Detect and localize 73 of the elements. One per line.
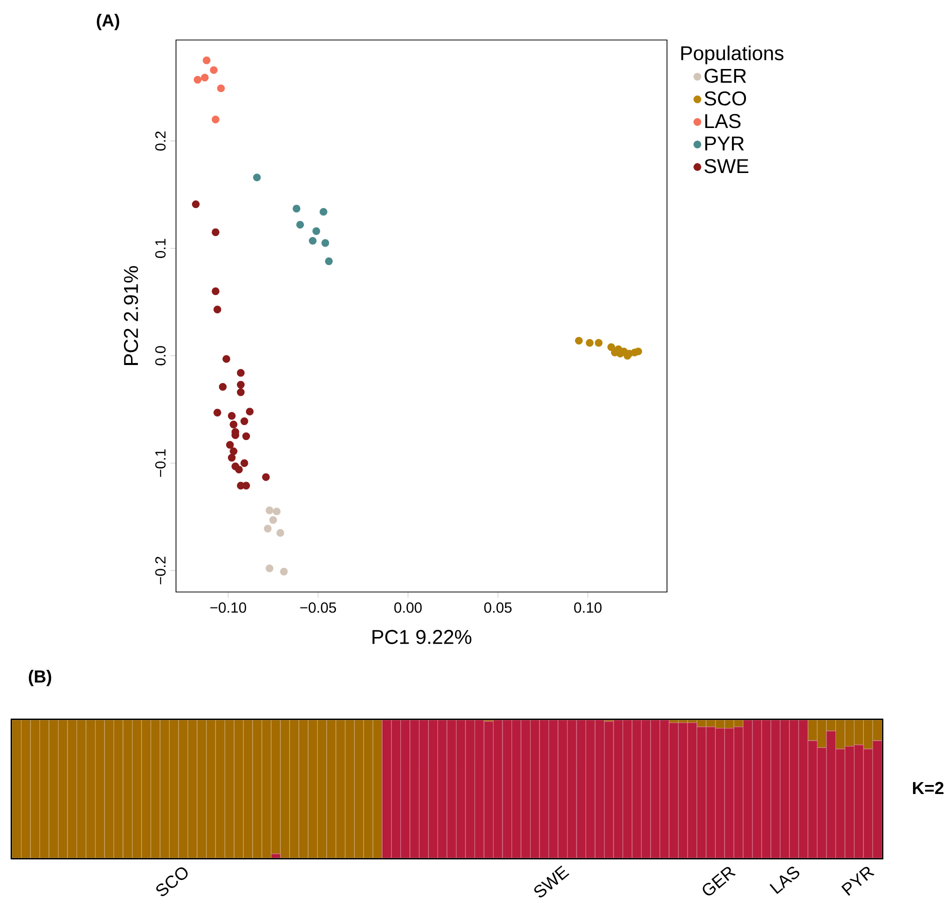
point bbox=[594, 338, 603, 347]
point bbox=[222, 355, 230, 363]
point bbox=[269, 516, 277, 524]
point bbox=[228, 412, 236, 420]
point bbox=[214, 408, 222, 417]
x-tick-label: GER bbox=[702, 866, 736, 896]
x-axis-title: PC1 9.22% bbox=[372, 630, 472, 644]
point bbox=[218, 383, 227, 391]
y-tick-label: −0.1 bbox=[155, 449, 166, 477]
point bbox=[217, 84, 225, 92]
point bbox=[325, 257, 333, 266]
point bbox=[262, 473, 270, 481]
legend-label: SCO bbox=[704, 91, 746, 106]
point bbox=[272, 508, 281, 516]
bar bbox=[270, 854, 281, 858]
point bbox=[320, 208, 328, 216]
point bbox=[235, 466, 243, 474]
point bbox=[253, 174, 261, 182]
point bbox=[607, 343, 616, 351]
chart-title: (B) bbox=[28, 670, 52, 686]
point bbox=[296, 220, 304, 229]
chart-title: (A) bbox=[96, 14, 120, 30]
point bbox=[308, 236, 317, 245]
point bbox=[236, 369, 245, 377]
point bbox=[292, 204, 300, 212]
point bbox=[264, 524, 272, 532]
point bbox=[236, 388, 245, 396]
x-tick-label: −0.05 bbox=[300, 602, 336, 613]
point bbox=[276, 529, 284, 537]
point bbox=[214, 306, 222, 314]
point bbox=[230, 420, 238, 428]
point bbox=[321, 239, 330, 247]
point bbox=[228, 454, 236, 462]
legend-label: GER bbox=[704, 68, 746, 83]
x-tick-label: 0.10 bbox=[574, 602, 602, 613]
y-tick-label: 0.2 bbox=[155, 131, 166, 151]
point bbox=[236, 380, 245, 389]
point bbox=[200, 74, 209, 82]
point bbox=[280, 568, 288, 576]
legend-label: PYR bbox=[705, 136, 744, 150]
point bbox=[240, 417, 248, 426]
point bbox=[242, 482, 250, 490]
point bbox=[266, 564, 274, 572]
point bbox=[230, 447, 238, 456]
text: K=2 bbox=[913, 782, 944, 794]
point bbox=[266, 506, 274, 514]
x-tick-label: PYR bbox=[841, 866, 875, 896]
point bbox=[202, 56, 210, 64]
point bbox=[586, 338, 594, 347]
legend-title: Populations bbox=[681, 46, 784, 64]
x-tick-label: 0.05 bbox=[484, 602, 512, 613]
point bbox=[575, 336, 583, 345]
point bbox=[634, 348, 642, 356]
point bbox=[312, 227, 320, 236]
legend-label: SWE bbox=[704, 159, 748, 174]
y-tick-label: 0.1 bbox=[155, 238, 166, 258]
x-tick-label: 0.00 bbox=[394, 602, 422, 613]
point bbox=[212, 116, 220, 124]
x-tick-label: LAS bbox=[770, 866, 800, 894]
point bbox=[212, 228, 220, 236]
point bbox=[246, 408, 254, 416]
y-axis-title: PC2 2.91% bbox=[124, 266, 138, 365]
y-tick-label: −0.2 bbox=[155, 556, 166, 584]
point bbox=[192, 200, 200, 208]
point bbox=[242, 432, 250, 440]
legend-label: LAS bbox=[705, 114, 741, 128]
x-tick-label: −0.10 bbox=[210, 602, 246, 613]
point bbox=[226, 440, 234, 449]
point bbox=[210, 66, 218, 74]
point bbox=[212, 287, 220, 296]
y-tick-label: 0.0 bbox=[155, 346, 166, 366]
point bbox=[240, 459, 248, 467]
point bbox=[194, 76, 202, 84]
